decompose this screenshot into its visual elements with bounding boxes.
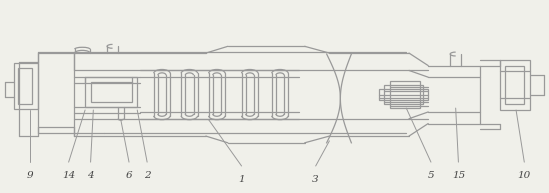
Text: 1: 1 xyxy=(238,175,245,184)
Text: 9: 9 xyxy=(27,171,33,180)
Bar xyxy=(91,82,132,102)
Bar xyxy=(384,85,423,104)
Bar xyxy=(85,77,137,107)
Bar xyxy=(505,66,524,104)
Text: 5: 5 xyxy=(428,171,434,180)
Bar xyxy=(14,63,38,109)
Text: 14: 14 xyxy=(62,171,75,180)
Bar xyxy=(500,60,530,110)
Text: 15: 15 xyxy=(452,171,465,180)
Text: 3: 3 xyxy=(312,175,319,184)
Bar xyxy=(390,81,420,108)
Text: 10: 10 xyxy=(518,171,531,180)
Bar xyxy=(379,89,428,100)
Text: 6: 6 xyxy=(126,171,132,180)
Text: 4: 4 xyxy=(87,171,94,180)
Bar xyxy=(18,68,32,104)
Text: 2: 2 xyxy=(144,171,150,180)
